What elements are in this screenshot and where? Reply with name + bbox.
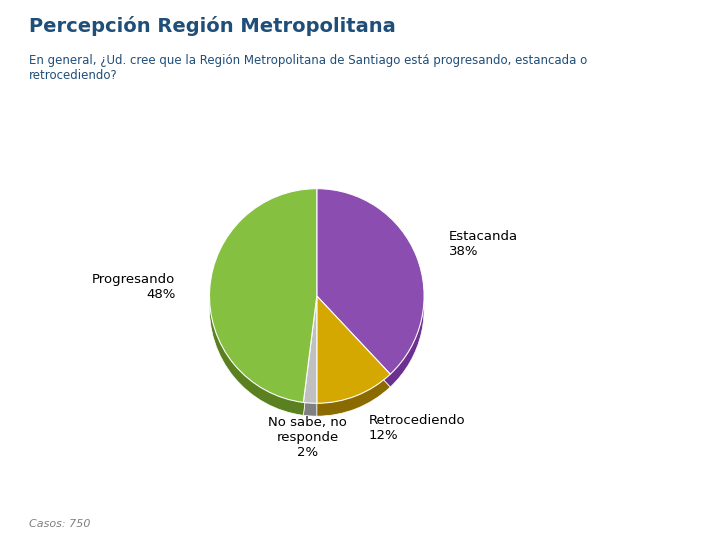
Text: Retrocediendo
12%: Retrocediendo 12% [369, 414, 466, 442]
Wedge shape [303, 296, 317, 403]
Wedge shape [317, 201, 424, 387]
Wedge shape [210, 201, 317, 415]
Text: Casos: 750: Casos: 750 [29, 519, 90, 529]
Wedge shape [317, 309, 390, 416]
Text: Percepción Región Metropolitana: Percepción Región Metropolitana [29, 16, 395, 36]
Wedge shape [317, 188, 424, 374]
Text: Progresando
48%: Progresando 48% [92, 273, 176, 301]
Wedge shape [317, 296, 390, 403]
Wedge shape [210, 188, 317, 402]
Text: No sabe, no
responde
2%: No sabe, no responde 2% [269, 416, 347, 459]
Text: En general, ¿Ud. cree que la Región Metropolitana de Santiago está progresando, : En general, ¿Ud. cree que la Región Metr… [29, 54, 587, 82]
Text: Estacanda
38%: Estacanda 38% [449, 230, 518, 258]
Wedge shape [303, 309, 317, 416]
